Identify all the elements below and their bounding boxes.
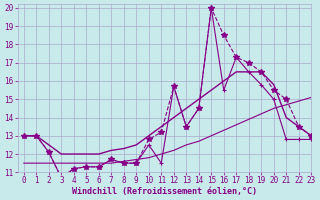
X-axis label: Windchill (Refroidissement éolien,°C): Windchill (Refroidissement éolien,°C) xyxy=(72,187,257,196)
